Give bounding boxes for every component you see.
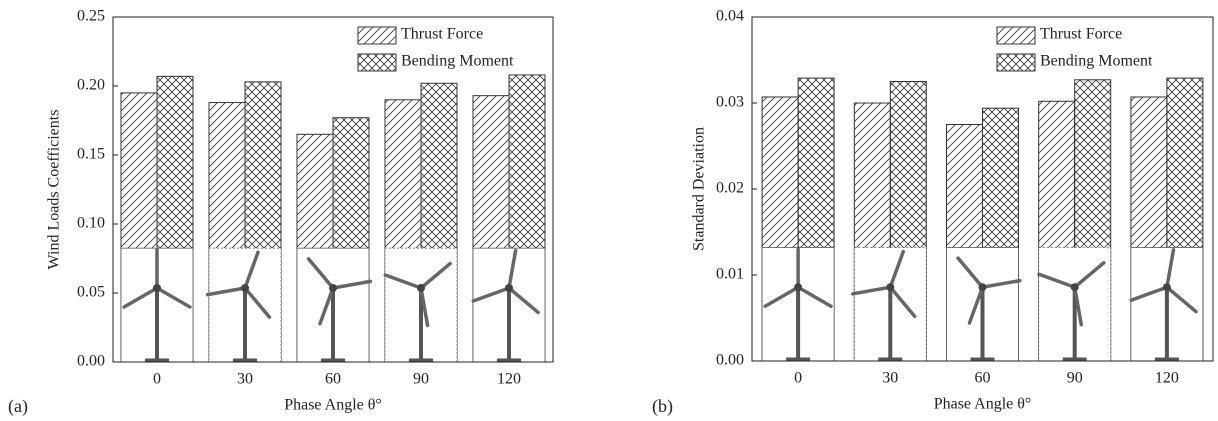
x-tick-label: 60 xyxy=(975,370,991,387)
turbine-icon xyxy=(1037,247,1112,362)
turbine-hub xyxy=(505,283,513,292)
turbine-icon xyxy=(851,247,927,362)
turbine-blade xyxy=(1072,285,1084,327)
turbine-blade xyxy=(419,286,430,328)
turbine-blade xyxy=(383,273,423,290)
turbine-hub xyxy=(329,283,337,292)
y-tick-label: 0.25 xyxy=(77,8,105,25)
x-tick-label: 30 xyxy=(882,370,898,387)
turbine-blade xyxy=(1037,272,1077,289)
turbine-icon xyxy=(383,247,458,363)
turbine-blade xyxy=(763,285,800,308)
turbine-icon xyxy=(946,247,1022,362)
y-tick-label: 0.10 xyxy=(77,215,105,232)
turbine-hub xyxy=(886,283,895,292)
x-tick-label: 60 xyxy=(325,371,341,388)
turbine-blade xyxy=(122,286,159,309)
legend-label: Thrust Force xyxy=(401,26,483,43)
plot-frame xyxy=(112,16,554,363)
turbine-icon xyxy=(120,247,194,363)
turbine-blade xyxy=(967,285,985,325)
x-tick-label: 90 xyxy=(413,371,429,388)
turbine-hub xyxy=(794,283,803,292)
turbine-icon xyxy=(471,247,546,363)
y-tick-label: 0.04 xyxy=(716,8,744,25)
y-axis-label: Wind Loads Coefficients xyxy=(46,110,63,270)
turbine-blade xyxy=(507,248,518,290)
x-axis-label: Phase Angle θ° xyxy=(934,396,1032,413)
turbine-blade xyxy=(419,261,452,290)
panel-label: (a) xyxy=(8,396,28,417)
turbine-hub xyxy=(978,283,987,292)
turbine-hub xyxy=(153,283,161,292)
turbine-blade xyxy=(243,286,272,319)
x-tick-label: 0 xyxy=(153,371,161,388)
turbine-blade xyxy=(851,285,893,296)
legend-swatch xyxy=(996,26,1036,45)
x-tick-label: 120 xyxy=(497,371,521,388)
turbine-icon xyxy=(761,247,835,362)
y-tick-label: 0.01 xyxy=(716,266,744,283)
y-axis-label: Standard Deviation xyxy=(691,127,708,251)
turbine-icon xyxy=(205,247,282,363)
turbine-hub xyxy=(1070,283,1079,292)
y-tick-label: 0.02 xyxy=(716,180,744,197)
turbine-blade xyxy=(331,279,373,290)
turbine-hub xyxy=(241,283,249,292)
x-tick-label: 0 xyxy=(794,370,802,387)
x-axis-label: Phase Angle θ° xyxy=(284,397,382,414)
panel-label: (b) xyxy=(652,396,673,417)
legend-swatch xyxy=(996,53,1036,72)
turbine-blade xyxy=(1072,261,1106,289)
turbine-hub xyxy=(1162,283,1171,292)
legend-swatch xyxy=(357,26,397,45)
turbine-blade xyxy=(956,256,985,289)
turbine-blade xyxy=(507,286,540,315)
turbine-blade xyxy=(1165,248,1176,289)
turbine-blade xyxy=(1165,285,1198,314)
turbine-blade xyxy=(243,250,260,290)
turbine-blade xyxy=(980,278,1022,289)
turbine-hub xyxy=(417,283,425,292)
turbine-blade xyxy=(888,249,906,289)
legend-label: Bending Moment xyxy=(401,53,514,70)
turbine-blade xyxy=(205,286,247,297)
turbine-blade xyxy=(796,285,833,308)
turbine-blade xyxy=(306,257,335,290)
turbine-blade xyxy=(318,286,335,326)
y-tick-label: 0.00 xyxy=(77,353,105,370)
x-tick-label: 90 xyxy=(1067,370,1083,387)
legend-label: Bending Moment xyxy=(1040,53,1153,70)
y-tick-label: 0.00 xyxy=(716,352,744,369)
turbine-blade xyxy=(1129,285,1169,302)
y-tick-label: 0.15 xyxy=(77,146,105,163)
plot-frame xyxy=(751,16,1214,362)
x-tick-label: 120 xyxy=(1155,370,1179,387)
x-tick-label: 30 xyxy=(237,371,253,388)
y-tick-label: 0.20 xyxy=(77,77,105,94)
turbine-blade xyxy=(888,285,917,319)
legend-swatch xyxy=(357,53,397,72)
y-tick-label: 0.03 xyxy=(716,94,744,111)
turbine-blade xyxy=(155,286,192,309)
legend-label: Thrust Force xyxy=(1040,26,1122,43)
turbine-blade xyxy=(471,286,511,303)
y-tick-label: 0.05 xyxy=(77,284,105,301)
turbine-icon xyxy=(296,247,373,363)
turbine-icon xyxy=(1129,247,1204,362)
